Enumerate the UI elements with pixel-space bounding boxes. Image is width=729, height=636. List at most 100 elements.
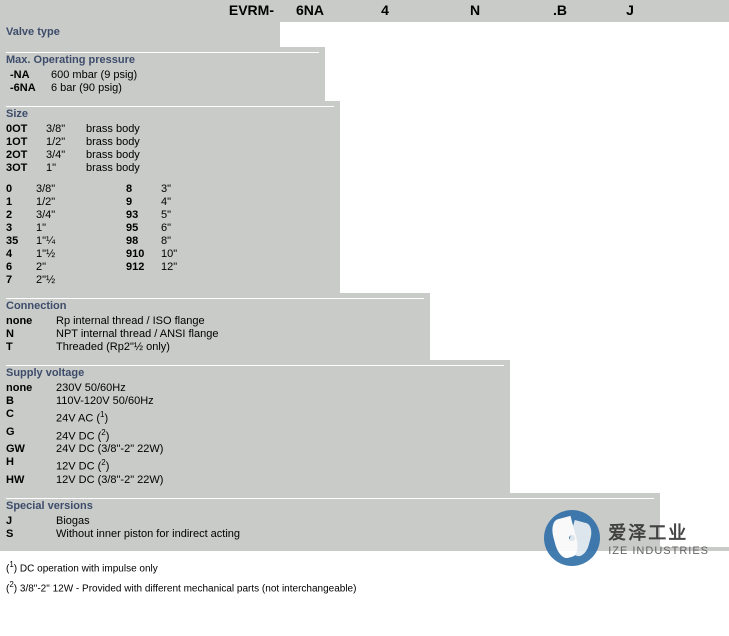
size-val: 1/2": [36, 196, 126, 209]
desc: Biogas: [56, 515, 90, 528]
desc: Rp internal thread / ISO flange: [56, 315, 205, 328]
code: 7: [6, 274, 36, 287]
size-val: 12": [161, 261, 177, 274]
table-row: -6NA6 bar (90 psig): [6, 82, 319, 95]
header-cell-4: .B: [520, 0, 600, 22]
code: N: [6, 328, 56, 341]
desc: 24V DC (2): [56, 426, 109, 444]
spacer: [6, 175, 334, 183]
code: [126, 274, 161, 287]
section-title: Special versions: [6, 500, 654, 512]
table-row: NNPT internal thread / ANSI flange: [6, 328, 424, 341]
table-row: 41"½91010": [6, 248, 334, 261]
section-valvetype: Valve type: [0, 22, 280, 47]
code: none: [6, 315, 56, 328]
size-val: 4": [161, 196, 171, 209]
code: 3OT: [6, 162, 46, 175]
special-rows: JBiogasSWithout inner piston for indirec…: [6, 515, 654, 541]
code: 95: [126, 222, 161, 235]
size-val: 10": [161, 248, 177, 261]
code: 1: [6, 196, 36, 209]
header-row: EVRM- 6NA 4 N .B J: [0, 0, 729, 22]
size-val: 3/8": [46, 123, 86, 136]
divider: [6, 106, 334, 107]
size-val: 1/2": [46, 136, 86, 149]
divider: [6, 52, 319, 53]
footnotes: (1) DC operation with impulse only (2) 3…: [0, 551, 729, 598]
code: 1OT: [6, 136, 46, 149]
code: C: [6, 408, 56, 426]
table-row: 31"956": [6, 222, 334, 235]
size-val: 3/8": [36, 183, 126, 196]
section-title: Valve type: [6, 26, 274, 38]
header-cell-3: N: [430, 0, 520, 22]
desc: brass body: [86, 162, 140, 175]
section-connection: Connection noneRp internal thread / ISO …: [0, 293, 430, 360]
code: 0OT: [6, 123, 46, 136]
table-row: 03/8"83": [6, 183, 334, 196]
code: 4: [6, 248, 36, 261]
code: J: [6, 515, 56, 528]
size-val: 5": [161, 209, 171, 222]
size-val: 6": [161, 222, 171, 235]
desc: Threaded (Rp2"½ only): [56, 341, 170, 354]
table-row: SWithout inner piston for indirect actin…: [6, 528, 654, 541]
divider: [6, 498, 654, 499]
table-row: 1OT1/2"brass body: [6, 136, 334, 149]
desc: 6 bar (90 psig): [51, 82, 122, 95]
code: 2OT: [6, 149, 46, 162]
desc: 24V DC (3/8"-2" 22W): [56, 443, 163, 456]
table-row: 62"91212": [6, 261, 334, 274]
header-base: EVRM-: [190, 0, 280, 22]
code: B: [6, 395, 56, 408]
table-row: H12V DC (2): [6, 456, 504, 474]
code: 93: [126, 209, 161, 222]
section-pressure: Max. Operating pressure -NA600 mbar (9 p…: [0, 47, 325, 101]
section-title: Connection: [6, 300, 424, 312]
code: 912: [126, 261, 161, 274]
section-title: Size: [6, 108, 334, 120]
table-row: 2OT3/4"brass body: [6, 149, 334, 162]
section-title: Supply voltage: [6, 367, 504, 379]
code: 0: [6, 183, 36, 196]
divider: [6, 365, 504, 366]
table-row: C24V AC (1): [6, 408, 504, 426]
connection-rows: noneRp internal thread / ISO flangeNNPT …: [6, 315, 424, 354]
code: G: [6, 426, 56, 444]
size-val: 3/4": [36, 209, 126, 222]
desc: 24V AC (1): [56, 408, 108, 426]
code: 3: [6, 222, 36, 235]
header-cell-2: 4: [340, 0, 430, 22]
section-size: Size 0OT3/8"brass body1OT1/2"brass body2…: [0, 101, 340, 293]
size-val: 2": [36, 261, 126, 274]
footnote-text: ) 3/8"-2" 12W - Provided with different …: [14, 584, 357, 595]
desc: 12V DC (3/8"-2" 22W): [56, 474, 163, 487]
code: S: [6, 528, 56, 541]
size-brass-rows: 0OT3/8" brass body 1OT1/2"brass body2OT3/4…: [6, 123, 334, 175]
header-end: [660, 0, 729, 22]
footnote-text: ) DC operation with impulse only: [14, 563, 158, 574]
size-val: 3": [161, 183, 171, 196]
code: 9: [126, 196, 161, 209]
table-row: TThreaded (Rp2"½ only): [6, 341, 424, 354]
size-val: 1": [46, 162, 86, 175]
footnote-2: (2) 3/8"-2" 12W - Provided with differen…: [6, 577, 723, 597]
table-row: noneRp internal thread / ISO flange: [6, 315, 424, 328]
code: 910: [126, 248, 161, 261]
code: 6: [6, 261, 36, 274]
code: 35: [6, 235, 36, 248]
table-row: HW12V DC (3/8"-2" 22W): [6, 474, 504, 487]
desc: 12V DC (2): [56, 456, 109, 474]
table-row: -NA600 mbar (9 psig): [6, 69, 319, 82]
code: 2: [6, 209, 36, 222]
table-row: 11/2"94": [6, 196, 334, 209]
size-two-col: 03/8"83"11/2"94"23/4"935"31"956"351"¼988…: [6, 183, 334, 287]
code: T: [6, 341, 56, 354]
table-row: G24V DC (2): [6, 426, 504, 444]
table-row: 23/4"935": [6, 209, 334, 222]
voltage-rows: none230V 50/60HzB110V-120V 50/60HzC24V A…: [6, 382, 504, 487]
size-val: 3/4": [46, 149, 86, 162]
desc: Without inner piston for indirect acting: [56, 528, 240, 541]
section-voltage: Supply voltage none230V 50/60HzB110V-120…: [0, 360, 510, 493]
size-val: 1": [36, 222, 126, 235]
